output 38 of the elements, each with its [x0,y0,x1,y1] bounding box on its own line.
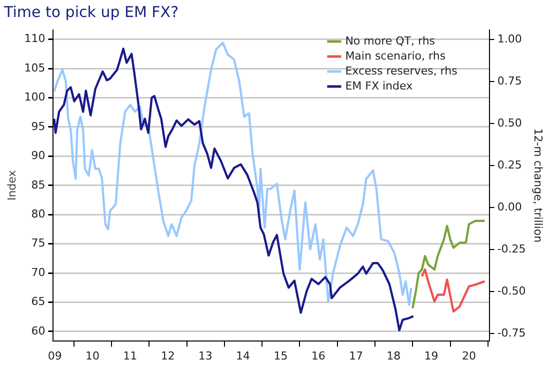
x-tick-label: 20 [462,349,476,362]
y2-tick-label: 0.75 [497,74,522,88]
y2-axis-title: 12-m change, trillion [532,128,545,243]
x-tick-label: 17 [348,349,363,362]
x-tick-label: 11 [123,349,138,362]
legend-label: Excess reserves, rhs [345,64,458,78]
x-tick-label: 18 [386,349,401,362]
y2-tick-label: -0.50 [497,284,526,298]
x-tick-label: 13 [198,349,212,362]
y-tick-label: 70 [31,266,46,279]
chart-title: Time to pick up EM FX? [3,2,179,21]
y-tick-label: 105 [24,61,46,74]
x-tick-label: 10 [85,349,100,362]
legend-label: Main scenario, rhs [345,49,446,62]
y2-tick-label: -0.25 [497,242,526,256]
x-tick-label: 09 [48,349,62,362]
x-tick-label: 16 [311,349,326,362]
y2-tick-label: 0.50 [497,116,522,130]
y-tick-label: 60 [31,324,46,338]
y-tick-label: 85 [31,178,46,192]
x-tick-label: 15 [274,349,288,362]
y-tick-label: 110 [24,32,46,46]
y-tick-label: 80 [31,207,46,220]
y2-tick-label: -0.75 [497,326,526,340]
x-tick-label: 12 [160,349,175,362]
y-tick-label: 95 [31,120,46,133]
y2-tick-label: 0.00 [497,200,522,214]
y-axis-title: Index [5,170,18,201]
y-tick-label: 75 [31,236,46,250]
y2-tick-label: 1.00 [497,32,522,46]
y2-tick-label: 0.25 [497,158,522,172]
x-tick-label: 14 [236,349,250,362]
y-tick-label: 90 [31,149,46,162]
legend-label: No more QT, rhs [345,34,436,48]
y-tick-label: 100 [24,90,46,104]
x-tick-label: 19 [424,349,438,362]
legend-label: EM FX index [345,79,414,92]
y-tick-label: 65 [31,295,46,308]
